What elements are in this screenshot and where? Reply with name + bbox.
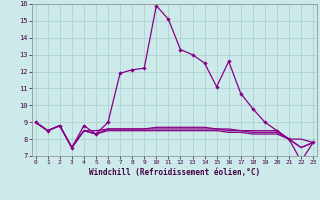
X-axis label: Windchill (Refroidissement éolien,°C): Windchill (Refroidissement éolien,°C) (89, 168, 260, 177)
